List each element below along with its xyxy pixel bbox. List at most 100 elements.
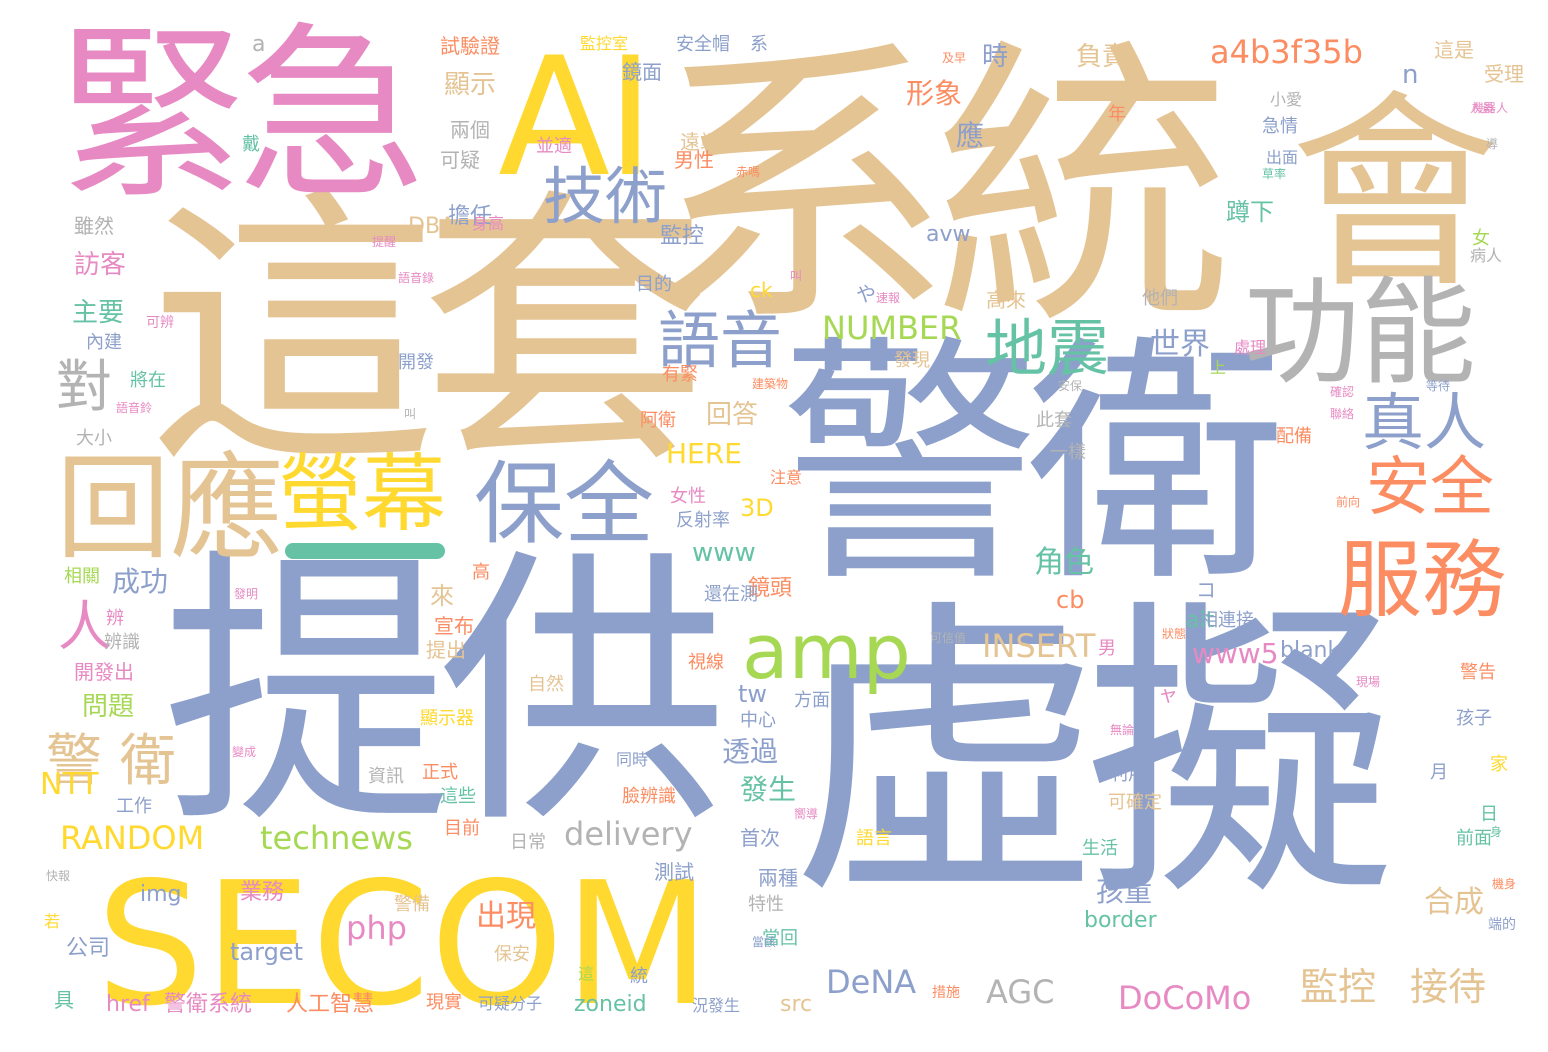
- word: img: [140, 882, 182, 907]
- word: INSERT: [982, 627, 1096, 665]
- word: 提供: [162, 526, 728, 863]
- word: 語言: [856, 828, 892, 849]
- word: 視線: [688, 652, 724, 673]
- word: 月: [1430, 762, 1448, 783]
- word: 大小: [76, 428, 112, 449]
- word: 訪客: [74, 250, 127, 280]
- word: 戴: [242, 134, 260, 155]
- word: 有緊: [662, 364, 698, 385]
- word: 出面: [1266, 148, 1299, 167]
- word: 這些: [440, 786, 476, 807]
- word: や: [856, 282, 876, 306]
- word: 他們: [1142, 288, 1178, 309]
- word: DBA: [408, 214, 456, 239]
- word: 日: [1480, 804, 1498, 825]
- word: 男: [1098, 638, 1116, 659]
- word: 無論: [1110, 723, 1135, 737]
- word: 提出: [426, 638, 466, 662]
- word: コ: [1196, 578, 1216, 602]
- word: 測試: [654, 860, 694, 884]
- word: 快報: [46, 869, 71, 883]
- word: 並適: [536, 136, 572, 157]
- word: 赤嗎: [736, 165, 761, 179]
- word: n: [1402, 60, 1419, 90]
- word: 出現: [476, 899, 536, 934]
- word: 安保: [1058, 379, 1083, 393]
- word: 目的: [636, 274, 672, 295]
- word: 主要: [72, 298, 125, 328]
- word: 警備: [394, 894, 430, 915]
- word: 措施: [932, 985, 960, 1001]
- word: 處理: [1234, 338, 1267, 357]
- word: 服務: [1338, 531, 1507, 629]
- word: 當該: [752, 935, 777, 949]
- word: 前面: [1456, 828, 1492, 849]
- word: 監控室: [580, 34, 629, 53]
- word: 顯示: [444, 70, 497, 100]
- word: 此套: [1036, 410, 1072, 431]
- word: 相關: [64, 566, 100, 587]
- word: 現實: [426, 992, 462, 1013]
- word: 注意: [770, 468, 803, 487]
- word: 系統: [652, 15, 1234, 364]
- word: 技術: [543, 160, 668, 233]
- word: 監控: [660, 224, 705, 249]
- word: 發現: [894, 350, 930, 371]
- word: 前向: [1336, 495, 1361, 509]
- word: 確認: [1330, 385, 1355, 399]
- word: 女性: [670, 486, 706, 507]
- word: 小愛: [1270, 90, 1303, 109]
- word: 嚮導: [794, 807, 819, 821]
- word: 及早: [942, 51, 967, 65]
- word: 受理: [1484, 62, 1524, 86]
- word: technews: [260, 819, 413, 857]
- word: 若: [44, 912, 61, 931]
- word: 阿衛: [640, 410, 676, 431]
- word: 生活: [1082, 838, 1118, 859]
- word: 叫: [404, 407, 417, 421]
- word: 這: [578, 964, 595, 983]
- word: 應: [956, 119, 985, 152]
- word: 可確定: [1108, 792, 1162, 813]
- word: 透過: [722, 735, 779, 768]
- word: 擔任: [448, 204, 493, 229]
- word: 一樣: [1050, 442, 1086, 463]
- word: 建築物: [752, 377, 789, 391]
- word: 可疑分子: [478, 994, 543, 1013]
- word: src: [780, 992, 813, 1017]
- word: 同時: [616, 750, 649, 769]
- word: 叫: [790, 269, 803, 283]
- word: 地震: [985, 312, 1110, 385]
- word: 會: [1290, 72, 1501, 317]
- word: 將在: [130, 370, 166, 391]
- word: 形象: [906, 77, 963, 110]
- word: 開發: [398, 352, 434, 373]
- word: 遠端: [680, 130, 720, 154]
- word: a4b3f35b: [1210, 33, 1363, 71]
- word: 這是: [1434, 38, 1474, 62]
- word: 反射率: [676, 510, 730, 531]
- word: 顯示器: [420, 708, 474, 729]
- word: 可辨: [146, 315, 174, 331]
- word: 安全帽: [676, 34, 730, 55]
- word: 男性: [674, 148, 714, 172]
- word: 監控: [1300, 965, 1377, 1009]
- word: target: [230, 938, 303, 966]
- word: HERE: [666, 437, 742, 470]
- word: avw: [926, 222, 971, 247]
- word: 家: [1490, 754, 1508, 775]
- word: DoCoMo: [1118, 979, 1252, 1017]
- word: 蹲下: [1226, 198, 1274, 226]
- word: 機器人: [1472, 101, 1509, 115]
- word: amp: [742, 607, 911, 696]
- word: 鏡面: [622, 60, 662, 84]
- word: 語音鈴: [116, 401, 153, 415]
- word: 統: [630, 966, 648, 987]
- word: href: [106, 992, 150, 1017]
- word: 發生: [740, 773, 797, 806]
- word: 日常: [510, 832, 546, 853]
- word: 女: [1472, 228, 1490, 249]
- word: NTT: [40, 767, 99, 802]
- word: 接待: [1410, 965, 1487, 1009]
